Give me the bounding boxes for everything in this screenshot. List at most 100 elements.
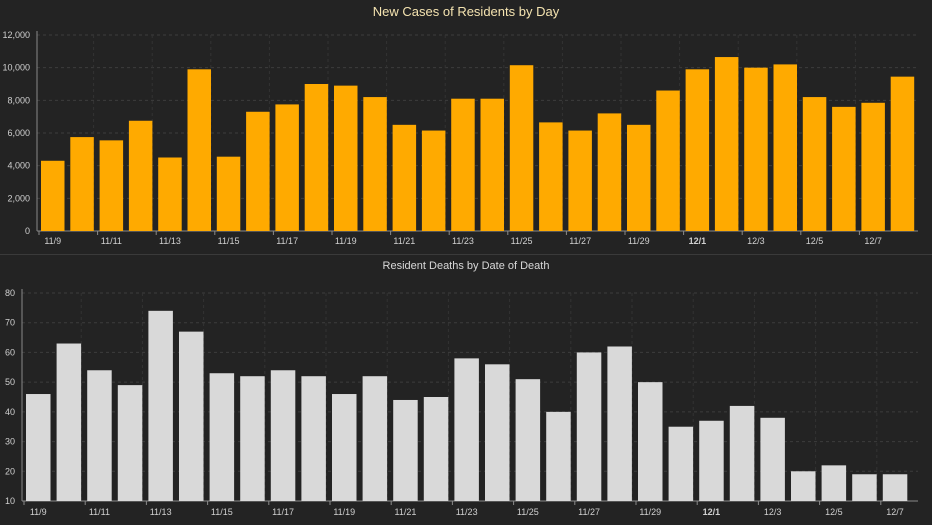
deaths-chart-title: Resident Deaths by Date of Death (382, 260, 550, 272)
bar (87, 370, 112, 501)
bar (187, 69, 211, 231)
bar (485, 364, 510, 501)
bar (791, 471, 816, 501)
bar (99, 140, 124, 231)
bar (568, 130, 592, 231)
bar (656, 90, 680, 232)
y-tick-label: 10,000 (2, 63, 30, 73)
x-tick-label: 11/17 (272, 507, 294, 517)
x-tick-label: 11/27 (578, 507, 600, 517)
x-tick-label: 11/23 (456, 507, 478, 517)
bar (576, 352, 602, 501)
y-tick-label: 40 (5, 407, 15, 417)
deaths-chart-panel: Resident Deaths by Date of Death 10 20 30 4… (0, 254, 932, 525)
x-tick-label: 11/25 (511, 236, 533, 246)
bar (729, 405, 755, 501)
y-tick-label: 50 (5, 377, 15, 387)
x-tick-label: 11/25 (517, 507, 539, 517)
bar (334, 85, 358, 231)
bar (515, 379, 541, 501)
bar (546, 411, 571, 501)
bar (304, 84, 329, 231)
bar (832, 106, 856, 231)
bar (744, 67, 768, 232)
bar (423, 397, 449, 501)
y-tick-label: 4,000 (7, 161, 30, 171)
bar (714, 57, 739, 231)
x-tick-label: 11/29 (639, 507, 661, 517)
x-tick-label: 12/5 (825, 507, 843, 517)
y-tick-label: 6,000 (7, 128, 30, 138)
bar (209, 373, 235, 501)
x-tick-label: 11/17 (276, 236, 298, 246)
x-tick-label: 12/3 (747, 236, 765, 246)
bar (890, 76, 915, 232)
bar (117, 385, 143, 501)
bar (821, 465, 847, 501)
x-tick-label: 11/9 (30, 507, 47, 517)
x-tick-label: 11/29 (628, 236, 650, 246)
bar (638, 382, 663, 501)
bar (451, 98, 475, 231)
x-tick-label: 11/19 (335, 236, 357, 246)
bar (685, 69, 710, 231)
bar (70, 137, 94, 231)
bar (773, 64, 797, 232)
cases-chart-panel: New Cases of Residents by Day 0 2,000 4,00… (0, 0, 932, 254)
x-tick-label: 11/13 (159, 236, 181, 246)
bar (26, 394, 51, 501)
y-tick-label: 12,000 (2, 30, 30, 40)
y-tick-label: 20 (5, 466, 15, 476)
bar (301, 376, 326, 501)
deaths-chart: 10 20 30 40 50 60 70 80 11/9 11/11 11/13 11/15 11/17… (5, 288, 918, 517)
x-tick-label: 12/5 (806, 236, 824, 246)
y-tick-label: 8,000 (7, 95, 30, 105)
bar (852, 474, 877, 501)
bar (216, 156, 241, 231)
bar (539, 122, 563, 231)
y-tick-label: 10 (5, 496, 15, 506)
bar (56, 343, 82, 501)
bar (802, 97, 827, 231)
bar (240, 376, 265, 501)
bar (392, 124, 417, 231)
bar (362, 376, 388, 501)
x-tick-label: 11/27 (569, 236, 591, 246)
bar (668, 426, 694, 501)
x-tick-label: 11/21 (393, 236, 415, 246)
x-tick-label: 11/19 (333, 507, 355, 517)
bar (393, 399, 418, 501)
bar (421, 130, 446, 231)
x-tick-label: 11/11 (89, 507, 110, 517)
bar (332, 394, 357, 501)
x-tick-label: 11/9 (44, 236, 61, 246)
bar (454, 358, 479, 501)
bar (627, 124, 651, 231)
bar (128, 120, 153, 231)
x-tick-label: 12/1 (703, 507, 721, 517)
bar (179, 331, 204, 501)
bar (861, 102, 885, 232)
y-tick-label: 2,000 (7, 193, 30, 203)
bar (509, 65, 534, 231)
y-tick-label: 0 (25, 226, 30, 236)
x-tick-label: 12/1 (689, 236, 707, 246)
x-tick-label: 11/13 (150, 507, 172, 517)
cases-chart: 0 2,000 4,000 6,000 8,000 10,000 12,000 11/9 11/… (2, 30, 918, 246)
bar (148, 310, 173, 501)
x-tick-label: 11/23 (452, 236, 474, 246)
bar (882, 474, 908, 501)
bar (699, 420, 724, 501)
x-tick-label: 11/15 (211, 507, 233, 517)
bar (363, 97, 387, 231)
y-tick-label: 80 (5, 288, 15, 298)
y-tick-label: 30 (5, 437, 15, 447)
bar (270, 370, 296, 501)
bar (275, 104, 299, 231)
x-tick-label: 11/15 (218, 236, 240, 246)
x-tick-label: 12/7 (886, 507, 904, 517)
bar (480, 98, 504, 231)
bar (41, 160, 65, 231)
bar (158, 157, 182, 231)
